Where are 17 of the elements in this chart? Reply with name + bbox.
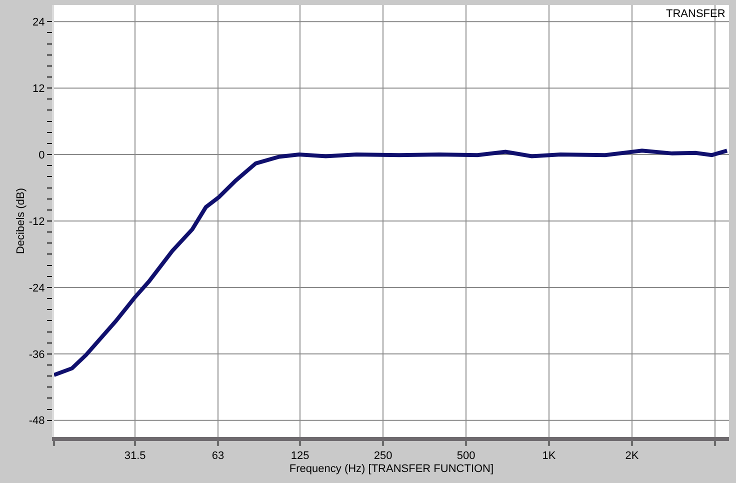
- y-tick-label: -48: [28, 415, 45, 428]
- x-tick-label: 250: [374, 450, 392, 462]
- y-axis-title: Decibels (dB): [15, 188, 28, 254]
- x-tick-label: 31.5: [124, 450, 146, 462]
- x-tick-label: 500: [456, 450, 476, 462]
- x-tick-label: 125: [290, 450, 310, 462]
- y-tick-label: -12: [28, 216, 45, 228]
- x-tick-label: 63: [212, 450, 224, 462]
- x-axis-title: Frequency (Hz) [TRANSFER FUNCTION]: [289, 462, 494, 475]
- y-tick-label: -24: [28, 282, 45, 294]
- x-tick-label: 1K: [542, 450, 556, 462]
- x-tick-label: 2K: [625, 450, 640, 462]
- y-tick-label: 24: [32, 16, 45, 28]
- y-tick-label: -36: [28, 348, 45, 361]
- chart-title: TRANSFER: [666, 8, 726, 20]
- y-tick-label: 12: [32, 82, 45, 95]
- y-tick-label: 0: [38, 149, 45, 162]
